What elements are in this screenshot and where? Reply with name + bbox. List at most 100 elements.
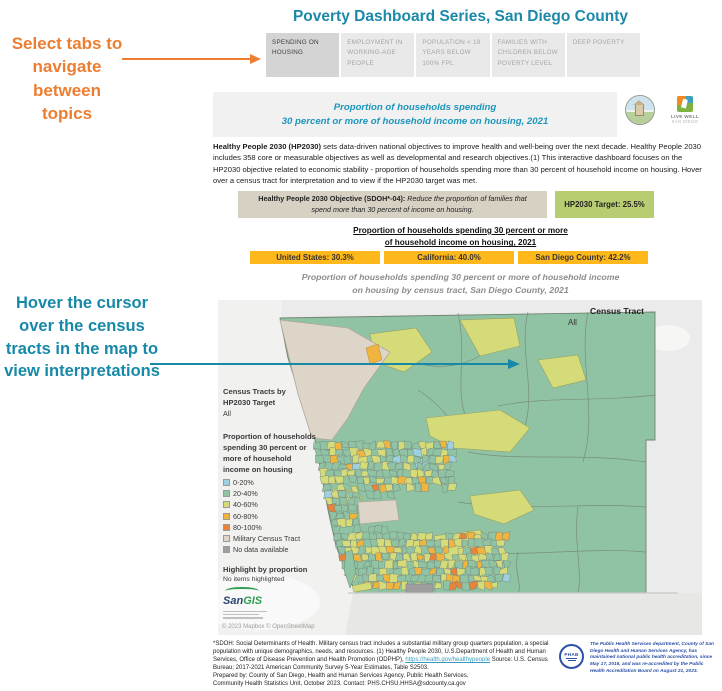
- census-tract[interactable]: [348, 503, 358, 512]
- census-tract[interactable]: [484, 580, 493, 591]
- census-tract[interactable]: [392, 482, 401, 493]
- census-tract[interactable]: [385, 582, 395, 591]
- census-tract[interactable]: [362, 476, 370, 485]
- census-tract[interactable]: [389, 470, 397, 478]
- census-tract[interactable]: [333, 533, 342, 541]
- census-tract[interactable]: [410, 552, 418, 562]
- tab-spending-on-housing[interactable]: SPENDING ON HOUSING: [266, 33, 340, 77]
- census-tract[interactable]: [380, 552, 391, 561]
- census-tract[interactable]: [367, 469, 378, 478]
- census-tract[interactable]: [345, 491, 354, 498]
- legend-group-value[interactable]: All: [223, 409, 231, 418]
- census-tract[interactable]: [403, 477, 413, 485]
- census-tract[interactable]: [428, 463, 439, 472]
- census-tract[interactable]: [431, 476, 442, 486]
- census-tract[interactable]: [467, 560, 478, 568]
- tab-population-under-18[interactable]: POPULATION < 18 YEARS BELOW 100% FPL: [416, 33, 490, 77]
- orange-tract-san-onofre[interactable]: [365, 343, 383, 365]
- census-tract[interactable]: [417, 468, 425, 479]
- census-tract[interactable]: [384, 483, 394, 492]
- census-tract[interactable]: [409, 532, 419, 541]
- census-tract[interactable]: [348, 475, 357, 483]
- census-tract[interactable]: [443, 546, 449, 555]
- census-tract[interactable]: [351, 463, 362, 472]
- census-tract[interactable]: [461, 539, 469, 548]
- census-tract[interactable]: [458, 533, 467, 540]
- legend-item-60-80-[interactable]: 60-80%: [223, 512, 317, 521]
- census-tract[interactable]: [495, 539, 506, 547]
- census-tract[interactable]: [334, 475, 344, 485]
- census-tract[interactable]: [335, 513, 344, 520]
- census-tract[interactable]: [386, 491, 396, 500]
- military-tract-pendleton[interactable]: [279, 319, 391, 441]
- census-tract[interactable]: [448, 454, 457, 463]
- census-tract[interactable]: [351, 524, 362, 535]
- census-tract[interactable]: [490, 581, 498, 589]
- tab-deep-poverty[interactable]: DEEP POVERTY: [566, 33, 641, 77]
- census-tract[interactable]: [416, 554, 424, 561]
- census-tract[interactable]: [362, 447, 372, 457]
- census-tract[interactable]: [494, 573, 504, 583]
- census-tract[interactable]: [428, 455, 438, 465]
- map-canvas[interactable]: [218, 300, 702, 635]
- healthypeople-link[interactable]: https://health.gov/healthypeople: [405, 656, 491, 663]
- census-tract[interactable]: [401, 545, 408, 556]
- census-tract[interactable]: [476, 580, 487, 591]
- census-tract[interactable]: [469, 566, 480, 577]
- census-tract[interactable]: [353, 553, 363, 563]
- census-tract[interactable]: [424, 469, 433, 477]
- census-tract[interactable]: [402, 552, 412, 563]
- census-tract[interactable]: [459, 574, 470, 584]
- census-tract[interactable]: [433, 582, 442, 590]
- census-tract[interactable]: [457, 553, 467, 561]
- census-tract[interactable]: [345, 518, 353, 527]
- census-tract[interactable]: [388, 573, 399, 584]
- census-tract[interactable]: [336, 518, 347, 528]
- census-tract[interactable]: [384, 559, 394, 570]
- census-tract[interactable]: [434, 545, 444, 555]
- census-tract[interactable]: [375, 440, 386, 449]
- census-tract[interactable]: [340, 468, 348, 478]
- census-tract[interactable]: [397, 559, 408, 568]
- census-tract[interactable]: [476, 546, 487, 555]
- census-tract[interactable]: [319, 475, 330, 485]
- census-tract[interactable]: [388, 531, 399, 540]
- census-tract[interactable]: [329, 511, 338, 521]
- census-tract[interactable]: [342, 482, 353, 491]
- census-tract[interactable]: [484, 566, 493, 577]
- military-tract-miramar[interactable]: [357, 499, 400, 525]
- census-tract[interactable]: [453, 538, 462, 548]
- census-tract[interactable]: [368, 440, 376, 450]
- census-tract[interactable]: [417, 561, 428, 569]
- point-loma[interactable]: [343, 549, 357, 589]
- census-tract[interactable]: [413, 455, 422, 465]
- census-tract[interactable]: [492, 553, 501, 561]
- census-tract[interactable]: [392, 561, 399, 570]
- census-tract[interactable]: [420, 482, 429, 492]
- census-tract[interactable]: [341, 540, 352, 547]
- census-tract-map[interactable]: Census Tract All Census Tracts by HP2030…: [218, 300, 702, 635]
- census-tract[interactable]: [376, 574, 386, 582]
- census-tract[interactable]: [375, 478, 386, 485]
- census-tract[interactable]: [441, 483, 449, 493]
- census-tract[interactable]: [362, 560, 371, 568]
- legend-item-80-100-[interactable]: 80-100%: [223, 523, 317, 532]
- coronado-strip[interactable]: [351, 581, 373, 593]
- census-tract[interactable]: [368, 573, 378, 582]
- census-tract[interactable]: [421, 454, 430, 464]
- census-tract[interactable]: [425, 539, 436, 547]
- census-tract[interactable]: [343, 455, 352, 465]
- census-tract[interactable]: [468, 580, 479, 591]
- census-tract[interactable]: [385, 447, 395, 457]
- census-tract[interactable]: [397, 538, 406, 548]
- census-tract[interactable]: [373, 462, 383, 472]
- census-tract[interactable]: [409, 574, 420, 582]
- census-tract[interactable]: [501, 573, 511, 583]
- census-tract[interactable]: [456, 567, 467, 577]
- legend-item-40-60-[interactable]: 40-60%: [223, 500, 317, 509]
- census-tract[interactable]: [339, 497, 348, 507]
- census-tract[interactable]: [340, 504, 349, 514]
- census-tract[interactable]: [425, 476, 434, 485]
- census-tract[interactable]: [367, 461, 375, 470]
- census-tract[interactable]: [354, 531, 364, 540]
